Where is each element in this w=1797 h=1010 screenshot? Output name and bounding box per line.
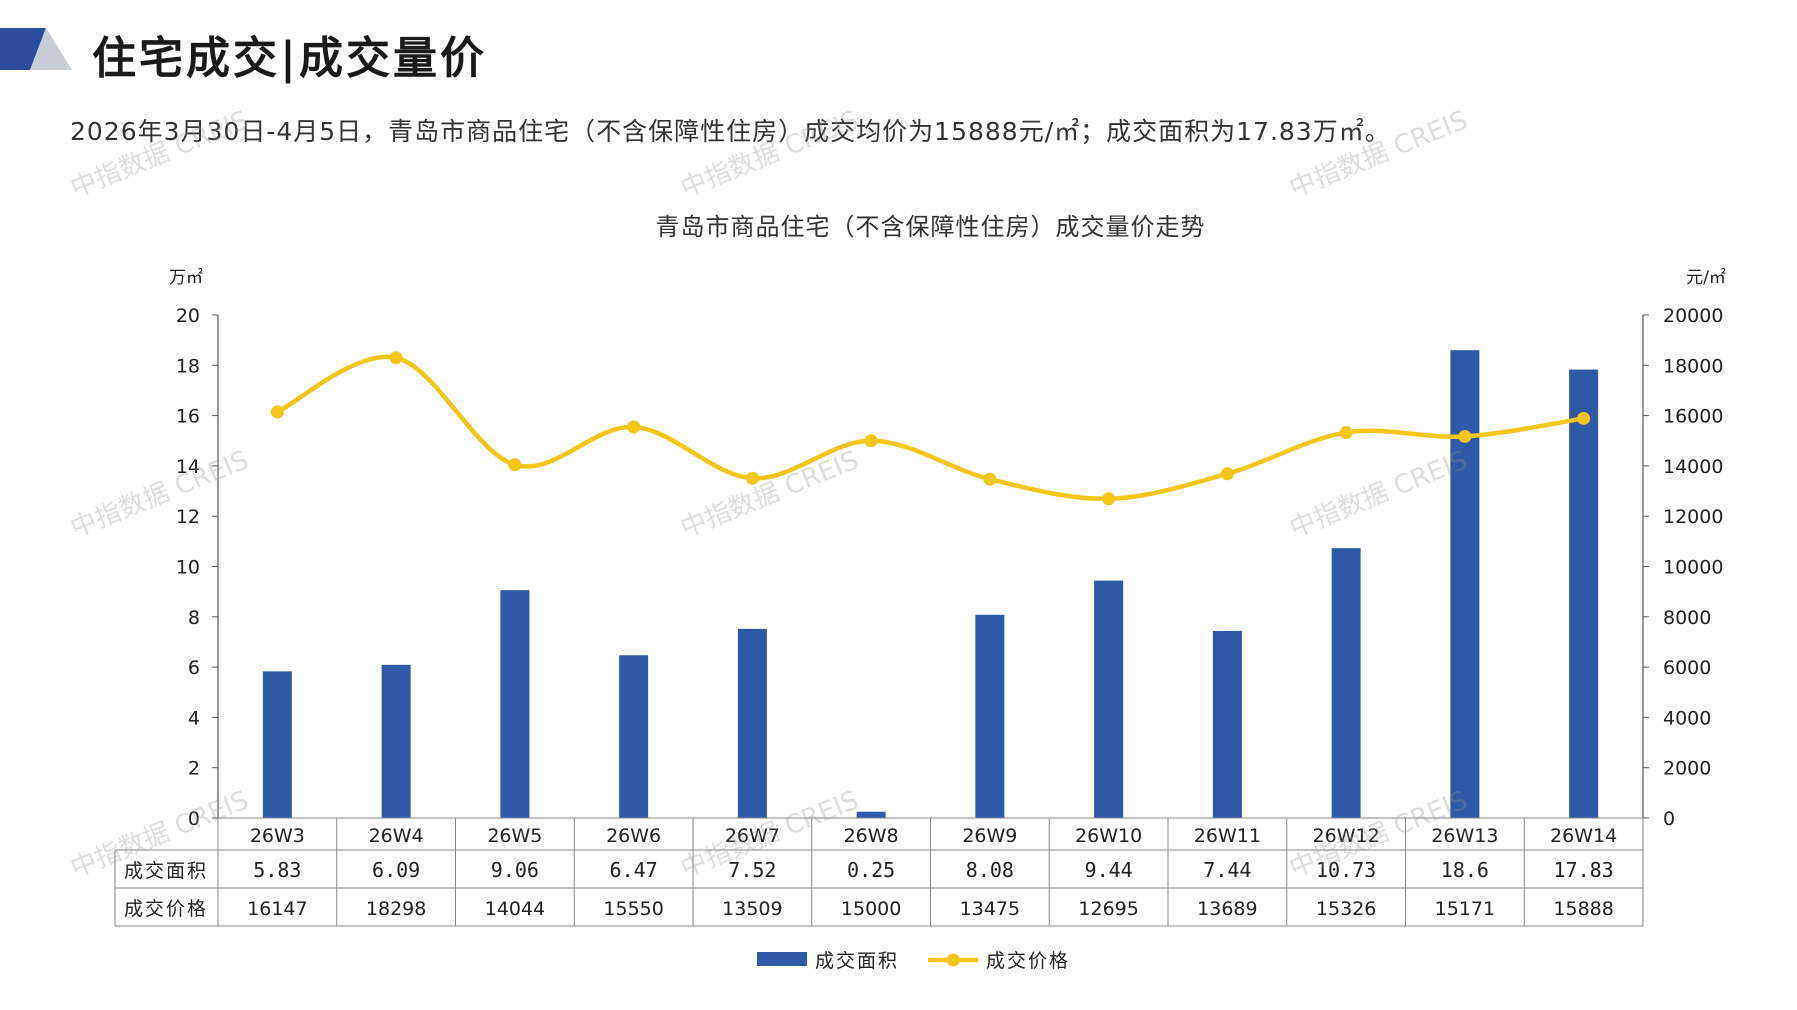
x-tick-label: 26W11 bbox=[1194, 825, 1261, 847]
price-data-label: 13475 bbox=[960, 898, 1020, 920]
price-line-series bbox=[276, 354, 1584, 501]
price-point-mark bbox=[270, 405, 284, 419]
y-left-tick-label: 20 bbox=[176, 305, 200, 327]
bar-mark bbox=[500, 590, 530, 818]
table-row-header-area: 成交面积 bbox=[124, 860, 208, 882]
y-right-tick-label: 20000 bbox=[1663, 305, 1723, 327]
y-right-tick-label: 8000 bbox=[1663, 607, 1711, 629]
bar-mark bbox=[1212, 630, 1242, 818]
legend-label-area: 成交面积 bbox=[815, 950, 899, 972]
y-left-tick-label: 18 bbox=[176, 355, 200, 377]
area-data-label: 18.6 bbox=[1441, 858, 1489, 882]
area-data-label: 6.47 bbox=[610, 858, 658, 882]
area-data-label: 10.73 bbox=[1316, 858, 1376, 882]
x-tick-label: 26W5 bbox=[487, 825, 542, 847]
price-point-mark bbox=[745, 471, 759, 485]
x-tick-label: 26W9 bbox=[962, 825, 1017, 847]
y-right-tick-label: 12000 bbox=[1663, 506, 1723, 528]
y-left-tick-label: 12 bbox=[176, 506, 200, 528]
area-data-label: 9.44 bbox=[1085, 858, 1133, 882]
bar-mark bbox=[856, 811, 886, 818]
area-data-label: 7.52 bbox=[728, 858, 776, 882]
price-point-mark bbox=[864, 434, 878, 448]
price-data-label: 13689 bbox=[1197, 898, 1257, 920]
x-tick-label: 26W7 bbox=[725, 825, 780, 847]
x-tick-label: 26W10 bbox=[1075, 825, 1142, 847]
price-data-label: 15171 bbox=[1435, 898, 1495, 920]
price-point-mark bbox=[1458, 429, 1472, 443]
x-tick-label: 26W3 bbox=[250, 825, 305, 847]
chart-title: 青岛市商品住宅（不含保障性住房）成交量价走势 bbox=[656, 213, 1206, 241]
y-left-tick-label: 6 bbox=[188, 657, 200, 679]
price-point-mark bbox=[508, 458, 522, 472]
bar-mark bbox=[1331, 548, 1361, 818]
area-data-label: 5.83 bbox=[253, 858, 301, 882]
price-data-label: 15000 bbox=[841, 898, 901, 920]
x-tick-label: 26W13 bbox=[1431, 825, 1498, 847]
brand-logo-icon bbox=[0, 28, 72, 70]
bar-mark bbox=[1094, 580, 1124, 818]
price-data-label: 14044 bbox=[485, 898, 545, 920]
y-left-unit: 万㎡ bbox=[169, 268, 203, 288]
price-data-label: 15888 bbox=[1553, 898, 1613, 920]
legend-bar-key bbox=[757, 952, 807, 966]
bar-mark bbox=[619, 655, 649, 818]
y-right-tick-label: 10000 bbox=[1663, 557, 1723, 579]
y-left-tick-label: 8 bbox=[188, 607, 200, 629]
area-data-label: 9.06 bbox=[491, 858, 539, 882]
price-data-label: 13509 bbox=[722, 898, 782, 920]
y-left-tick-label: 4 bbox=[188, 707, 200, 729]
price-data-label: 15326 bbox=[1316, 898, 1376, 920]
bar-mark bbox=[381, 664, 411, 818]
price-point-mark bbox=[1339, 426, 1353, 440]
price-point-mark bbox=[1102, 492, 1116, 506]
bar-mark bbox=[737, 628, 767, 818]
x-tick-label: 26W4 bbox=[369, 825, 424, 847]
area-data-label: 0.25 bbox=[847, 858, 895, 882]
bar-mark bbox=[1450, 350, 1480, 818]
price-point-mark bbox=[983, 472, 997, 486]
x-tick-label: 26W14 bbox=[1550, 825, 1617, 847]
y-right-tick-label: 2000 bbox=[1663, 758, 1711, 780]
y-left-tick-label: 14 bbox=[176, 456, 200, 478]
bar-mark bbox=[975, 614, 1005, 818]
price-point-mark bbox=[1220, 467, 1234, 481]
page-title: 住宅成交|成交量价 bbox=[92, 33, 488, 84]
summary-text: 2026年3月30日-4月5日，青岛市商品住宅（不含保障性住房）成交均价为158… bbox=[70, 117, 1391, 146]
price-point-mark bbox=[1577, 411, 1591, 425]
y-right-tick-label: 6000 bbox=[1663, 657, 1711, 679]
x-tick-label: 26W6 bbox=[606, 825, 661, 847]
y-left-tick-label: 0 bbox=[188, 808, 200, 830]
price-point-mark bbox=[627, 420, 641, 434]
x-tick-label: 26W8 bbox=[844, 825, 899, 847]
y-right-unit: 元/㎡ bbox=[1686, 268, 1726, 288]
price-data-label: 12695 bbox=[1078, 898, 1138, 920]
y-right-tick-label: 16000 bbox=[1663, 406, 1723, 428]
price-data-label: 18298 bbox=[366, 898, 426, 920]
area-data-label: 7.44 bbox=[1203, 858, 1251, 882]
y-left-tick-label: 2 bbox=[188, 758, 200, 780]
price-data-label: 15550 bbox=[603, 898, 663, 920]
y-right-tick-label: 18000 bbox=[1663, 355, 1723, 377]
logo-light-shape bbox=[30, 28, 72, 70]
y-right-tick-label: 4000 bbox=[1663, 707, 1711, 729]
logo-dark-shape bbox=[0, 28, 46, 70]
y-left-tick-label: 10 bbox=[176, 557, 200, 579]
x-tick-label: 26W12 bbox=[1313, 825, 1380, 847]
area-data-label: 8.08 bbox=[966, 858, 1014, 882]
y-right-tick-label: 14000 bbox=[1663, 456, 1723, 478]
area-data-label: 17.83 bbox=[1554, 858, 1614, 882]
bar-mark bbox=[1569, 369, 1599, 818]
y-right-tick-label: 0 bbox=[1663, 808, 1675, 830]
y-left-tick-label: 16 bbox=[176, 406, 200, 428]
table-row-header-price: 成交价格 bbox=[124, 898, 208, 920]
price-data-label: 16147 bbox=[247, 898, 307, 920]
bar-mark bbox=[262, 671, 292, 818]
area-data-label: 6.09 bbox=[372, 858, 420, 882]
legend-line-point bbox=[946, 953, 960, 967]
legend-label-price: 成交价格 bbox=[986, 950, 1070, 972]
price-point-mark bbox=[389, 351, 403, 365]
